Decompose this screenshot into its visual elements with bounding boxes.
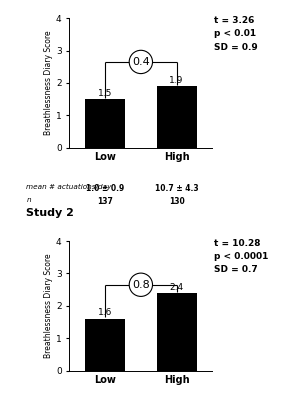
Text: 10.7 ± 4.3: 10.7 ± 4.3 — [155, 184, 199, 193]
Text: 2.4: 2.4 — [170, 283, 184, 292]
Text: 130: 130 — [169, 197, 184, 206]
Text: 1.0 ± 0.9: 1.0 ± 0.9 — [86, 184, 124, 193]
Text: 1.5: 1.5 — [98, 89, 112, 98]
Text: 0.8: 0.8 — [132, 280, 150, 290]
Bar — [157, 86, 197, 148]
Y-axis label: Breathlessness Diary Score: Breathlessness Diary Score — [44, 31, 53, 135]
Bar — [85, 319, 125, 371]
Text: 137: 137 — [97, 197, 113, 206]
Text: 0.4: 0.4 — [132, 57, 150, 67]
Bar — [85, 99, 125, 148]
Text: mean # actuations/day: mean # actuations/day — [27, 184, 112, 190]
Text: 1.6: 1.6 — [98, 309, 112, 318]
Text: n: n — [27, 197, 31, 203]
Bar — [157, 293, 197, 371]
Y-axis label: Breathlessness Diary Score: Breathlessness Diary Score — [44, 254, 53, 358]
Text: t = 10.28
p < 0.0001
SD = 0.7: t = 10.28 p < 0.0001 SD = 0.7 — [214, 239, 268, 275]
Text: 1.9: 1.9 — [169, 76, 184, 85]
Text: Study 2: Study 2 — [27, 208, 74, 218]
Text: t = 3.26
p < 0.01
SD = 0.9: t = 3.26 p < 0.01 SD = 0.9 — [214, 16, 258, 51]
